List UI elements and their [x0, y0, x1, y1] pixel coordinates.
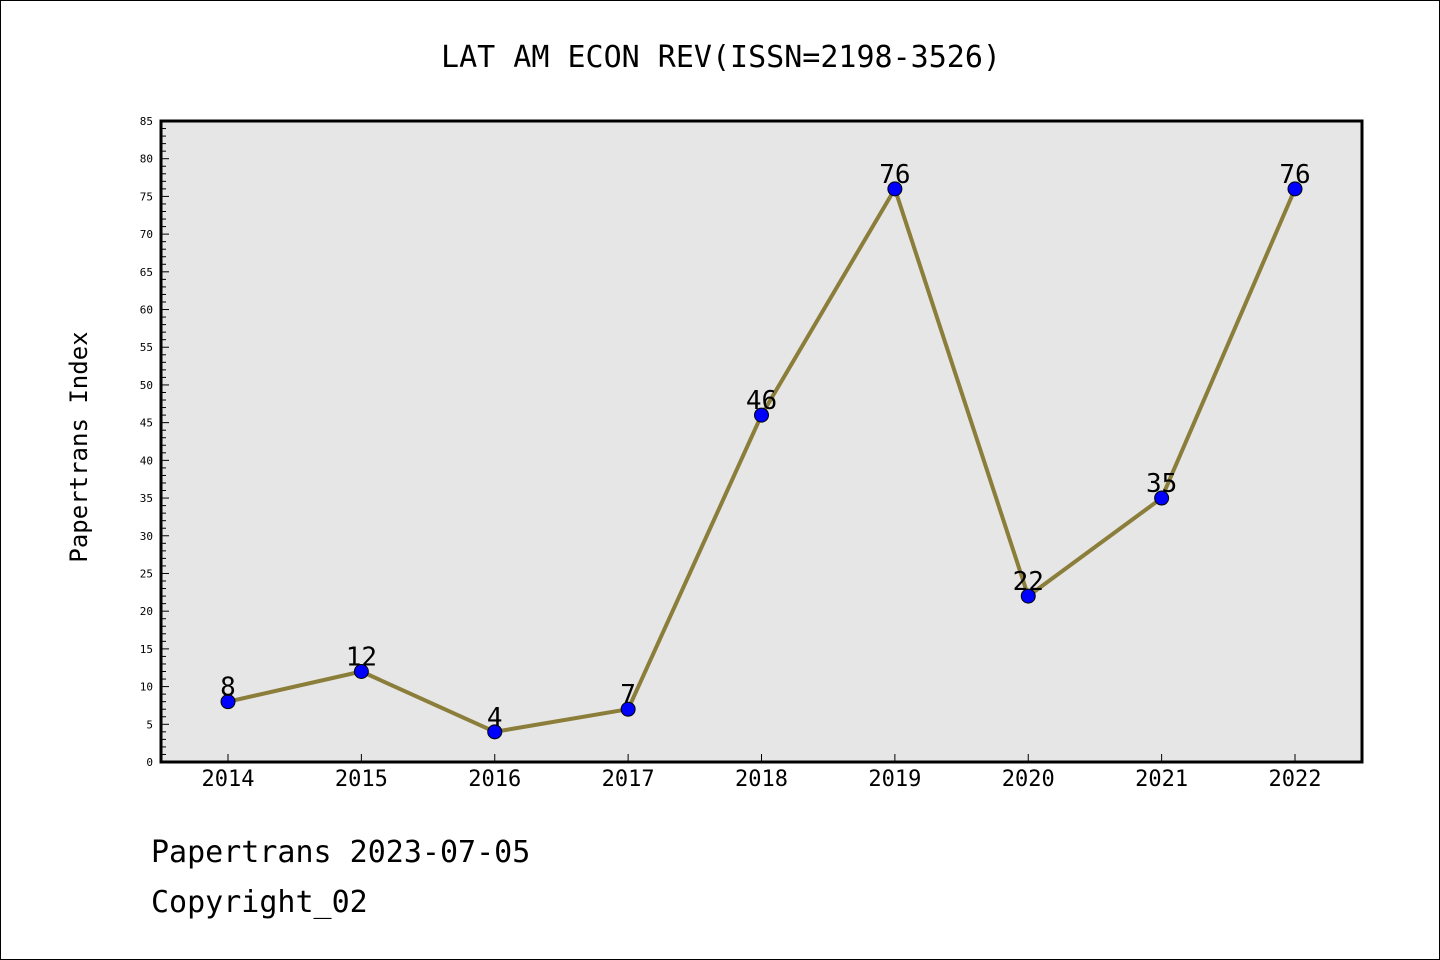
x-tick-label: 2019 [868, 767, 921, 792]
data-point [353, 664, 369, 680]
data-point [487, 724, 503, 740]
y-tick-label: 25 [140, 567, 153, 580]
y-tick-label: 75 [140, 190, 153, 203]
x-tick-label: 2015 [335, 767, 388, 792]
y-tick-label: 50 [140, 379, 153, 392]
footer-copyright: Copyright_02 [151, 885, 368, 920]
y-tick-label: 60 [140, 304, 153, 317]
data-point [620, 701, 636, 717]
x-tick-label: 2020 [1002, 767, 1055, 792]
data-label: 76 [879, 160, 910, 190]
data-point [887, 181, 903, 197]
data-label: 12 [346, 643, 377, 673]
data-label: 35 [1146, 469, 1177, 499]
data-label: 4 [487, 703, 503, 733]
footer-date: Papertrans 2023-07-05 [151, 835, 531, 870]
y-tick-label: 15 [140, 643, 153, 656]
y-tick-label: 0 [146, 756, 153, 769]
y-tick-label: 10 [140, 681, 153, 694]
x-tick-label: 2014 [202, 767, 255, 792]
data-label: 7 [620, 680, 636, 710]
data-label: 22 [1013, 567, 1044, 597]
y-axis-label: Papertrans Index [65, 331, 93, 562]
x-tick-label: 2022 [1269, 767, 1322, 792]
data-label: 76 [1279, 160, 1310, 190]
y-tick-label: 30 [140, 530, 153, 543]
y-tick-label: 70 [140, 228, 153, 241]
plot-frame [159, 119, 1364, 764]
y-tick-label: 80 [140, 153, 153, 166]
y-tick-label: 5 [146, 718, 153, 731]
y-tick-label: 55 [140, 341, 153, 354]
x-tick-label: 2021 [1135, 767, 1188, 792]
data-point [754, 407, 769, 423]
y-tick-label: 20 [140, 605, 153, 618]
y-tick-label: 40 [140, 454, 153, 467]
data-label: 8 [220, 673, 236, 703]
x-axis-ticks: 2014 2015 2016 2017 2018 2019 2020 2021 2022 [202, 754, 1322, 792]
data-point [220, 694, 236, 710]
plot-area [161, 121, 1362, 762]
series-layer: 8 12 4 7 46 76 22 35 76 [220, 160, 1311, 740]
y-axis-ticks: 0 5 10 15 20 25 30 35 40 45 50 55 60 65 70 75 80 85 [140, 115, 169, 769]
y-tick-label: 35 [140, 492, 153, 505]
y-tick-label: 65 [140, 266, 153, 279]
data-point [1154, 490, 1170, 506]
y-tick-label: 45 [140, 417, 153, 430]
x-tick-label: 2017 [602, 767, 655, 792]
data-point [1287, 181, 1303, 197]
chart-title: LAT AM ECON REV(ISSN=2198-3526) [441, 40, 1001, 75]
x-tick-label: 2018 [735, 767, 788, 792]
y-tick-label: 85 [140, 115, 153, 128]
data-label: 46 [746, 386, 777, 416]
data-point [1020, 588, 1036, 604]
x-tick-label: 2016 [468, 767, 521, 792]
